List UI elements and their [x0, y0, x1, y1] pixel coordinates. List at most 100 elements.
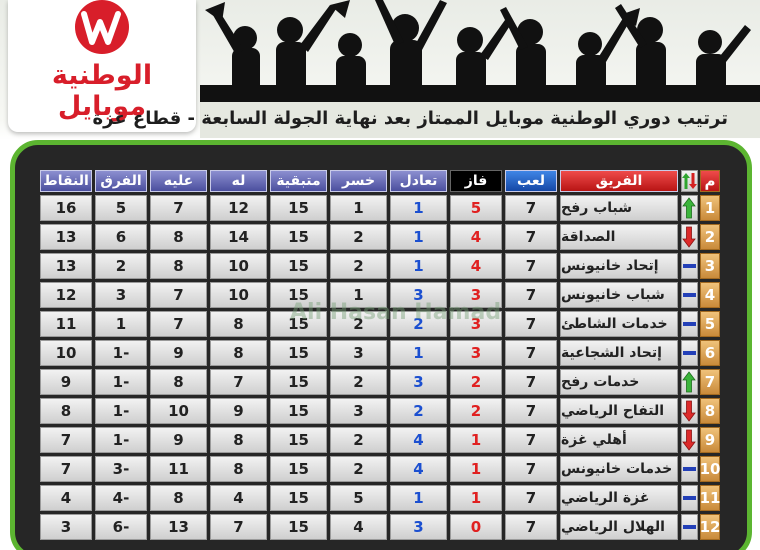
trend-icon: [681, 485, 698, 511]
stat: 7: [40, 456, 92, 482]
stat: 7: [505, 485, 557, 511]
team-name: الهلال الرياضي: [560, 514, 678, 540]
stat: 8: [210, 427, 267, 453]
stat: 4: [330, 514, 387, 540]
stat: 3: [330, 340, 387, 366]
title: ترتيب دوري الوطنية موبايل الممتاز بعد نه…: [92, 108, 728, 129]
rank: 4: [700, 282, 720, 308]
stat: 12: [40, 282, 92, 308]
stat: 15: [270, 282, 327, 308]
stat: 4: [390, 427, 447, 453]
team-name: خدمات الشاطئ: [560, 311, 678, 337]
stat: 3: [390, 514, 447, 540]
stat: 1: [450, 485, 502, 511]
rank: 10: [700, 456, 720, 482]
column-header: خسر: [330, 170, 387, 192]
column-header: لعب: [505, 170, 557, 192]
stat: 7: [150, 311, 207, 337]
stat: 4: [390, 456, 447, 482]
stat: 8: [210, 340, 267, 366]
stat: 10: [210, 253, 267, 279]
stat: 10: [210, 282, 267, 308]
trend-icon: [681, 427, 698, 453]
trend-icon: [681, 340, 698, 366]
stat: 3: [40, 514, 92, 540]
stat: 7: [505, 224, 557, 250]
stat: 0: [450, 514, 502, 540]
trend-same: [683, 467, 696, 471]
stat: 7: [505, 311, 557, 337]
stat: 15: [270, 195, 327, 221]
stat: 4: [210, 485, 267, 511]
stat: 2: [450, 369, 502, 395]
stat: 7: [505, 427, 557, 453]
team-name: إتحاد الشجاعية: [560, 340, 678, 366]
rank: 8: [700, 398, 720, 424]
stat: 3: [450, 311, 502, 337]
stat: 15: [270, 456, 327, 482]
stat: 7: [150, 282, 207, 308]
stat: 2: [390, 398, 447, 424]
stat: 11: [150, 456, 207, 482]
team-name: إتحاد خانيونس: [560, 253, 678, 279]
stat: 2: [330, 224, 387, 250]
stat: 7: [505, 369, 557, 395]
trend-same: [683, 351, 696, 355]
stat: 7: [505, 456, 557, 482]
stat: 9: [40, 369, 92, 395]
stat: 7: [505, 282, 557, 308]
stat: 15: [270, 224, 327, 250]
stat: 4: [450, 224, 502, 250]
stat: 11: [40, 311, 92, 337]
stat: 1: [390, 485, 447, 511]
stat: 3: [330, 398, 387, 424]
stat: 7: [40, 427, 92, 453]
trend-down: [682, 429, 696, 451]
stat: 9: [150, 340, 207, 366]
stat: 15: [270, 253, 327, 279]
trend-icon: [681, 253, 698, 279]
trend-icon: [681, 398, 698, 424]
stat: 5: [450, 195, 502, 221]
stat: 1: [330, 282, 387, 308]
stat: 1-: [95, 340, 147, 366]
rank: 12: [700, 514, 720, 540]
logo-text: الوطنية موبايل: [51, 60, 153, 122]
stat: 5: [95, 195, 147, 221]
stat: 6: [95, 224, 147, 250]
stat: 7: [505, 195, 557, 221]
stat: 7: [505, 253, 557, 279]
trend-icon: [681, 311, 698, 337]
team-name: شباب خانيونس: [560, 282, 678, 308]
rank: 9: [700, 427, 720, 453]
stat: 3: [95, 282, 147, 308]
stat: 10: [150, 398, 207, 424]
stat: 5: [330, 485, 387, 511]
team-name: أهلي غزة: [560, 427, 678, 453]
trend-icon: [681, 514, 698, 540]
stat: 8: [150, 485, 207, 511]
stat: 8: [40, 398, 92, 424]
stat: 7: [210, 514, 267, 540]
stat: 8: [150, 253, 207, 279]
team-name: الصداقة: [560, 224, 678, 250]
stat: 4: [40, 485, 92, 511]
rank: 7: [700, 369, 720, 395]
stat: 1: [330, 195, 387, 221]
stat: 9: [210, 398, 267, 424]
trend-icon: [681, 369, 698, 395]
stat: 7: [210, 369, 267, 395]
stat: 15: [270, 514, 327, 540]
stat: 2: [330, 456, 387, 482]
stat: 1: [450, 427, 502, 453]
column-header: م: [700, 170, 720, 192]
trend-icon: [681, 282, 698, 308]
column-header: عليه: [150, 170, 207, 192]
stat: 13: [40, 253, 92, 279]
stat: 15: [270, 369, 327, 395]
trend-icon: [681, 456, 698, 482]
stat: 8: [150, 369, 207, 395]
trend-down: [682, 226, 696, 248]
column-header: له: [210, 170, 267, 192]
